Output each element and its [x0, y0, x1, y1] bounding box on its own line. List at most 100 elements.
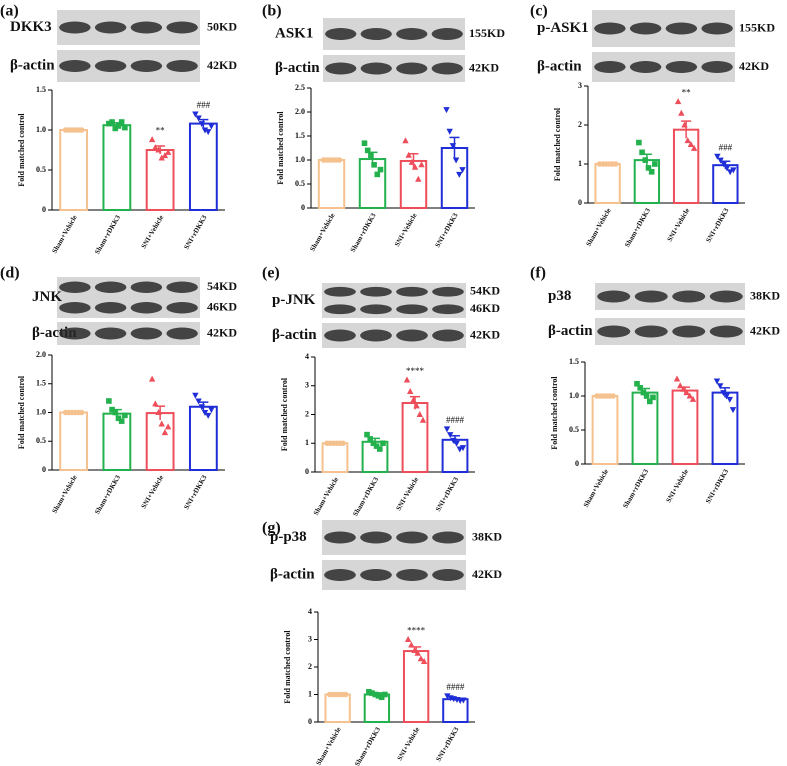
data-point — [673, 375, 681, 382]
data-point — [420, 658, 428, 664]
x-tick-label: Sham+rDKK3 — [93, 473, 122, 515]
data-point — [366, 688, 372, 695]
y-tick-label: 4 — [308, 607, 312, 616]
blot-band — [396, 304, 428, 315]
significance: ** — [156, 126, 166, 136]
data-point — [447, 432, 454, 439]
blot-label: p-JNK — [272, 292, 316, 308]
data-point — [375, 693, 382, 699]
x-tick-label: Sham+rDKK3 — [349, 211, 378, 253]
data-point — [382, 691, 388, 698]
blot-band — [324, 286, 356, 297]
data-point — [612, 161, 619, 167]
data-point — [637, 385, 643, 391]
y-tick-label: 1.0 — [36, 125, 46, 134]
bar — [711, 391, 739, 466]
data-point — [411, 647, 418, 653]
blot-band — [59, 302, 91, 314]
significance: **** — [406, 366, 425, 376]
blot-band — [324, 304, 356, 315]
y-tick-label: 1.5 — [36, 379, 46, 388]
x-tick-label: SNI+rDKK3 — [704, 206, 730, 244]
data-point — [198, 121, 205, 128]
bar — [102, 412, 132, 471]
data-point — [164, 423, 172, 430]
y-tick-label: 1.0 — [569, 391, 579, 400]
data-point — [414, 649, 421, 656]
x-tick-label: Sham+Vehicle — [582, 468, 610, 509]
blot-band — [130, 327, 163, 340]
significance: ### — [719, 142, 733, 152]
blot-size: 54KD — [207, 279, 237, 293]
blot-band — [166, 21, 198, 34]
y-tick-label: 0.5 — [295, 179, 305, 188]
panel: (e) p-JNK 54KD 46KD β-actin 42KD 0 1 2 3 4 Fold mat… — [262, 265, 500, 518]
data-point — [452, 157, 460, 164]
blot-band — [629, 61, 662, 73]
panel: (f)p38 38KD β-actin 42KD 0 0.5 1.0 1.5 Fold matc… — [530, 265, 780, 510]
data-point — [683, 389, 690, 396]
y-tick-label: 0 — [42, 205, 46, 214]
data-point — [106, 398, 112, 404]
x-tick-label: SNI+rDKK3 — [182, 473, 208, 511]
x-tick-label: SNI+Vehicle — [140, 474, 166, 510]
panel-label: (c) — [530, 3, 548, 20]
panel: (b) ASK1 155KD β-actin 42KD 0 0.5 1.0 1.5 2.0 2.5 F… — [262, 3, 505, 254]
y-tick-label: 1 — [305, 438, 309, 447]
blot-label: p-ASK1 — [537, 20, 589, 36]
data-point — [459, 167, 466, 174]
blot-band — [59, 327, 91, 340]
data-point — [377, 446, 383, 452]
data-point — [78, 409, 85, 416]
data-point — [161, 429, 169, 436]
data-point — [115, 415, 122, 422]
data-point — [378, 694, 385, 701]
x-tick-label: Sham+rDKK3 — [351, 475, 380, 517]
x-tick-label: Sham+Vehicle — [51, 474, 79, 515]
data-point — [720, 390, 727, 397]
blot-size: 155KD — [739, 20, 775, 34]
data-point — [374, 171, 381, 178]
blot-size: 42KD — [207, 325, 237, 339]
significance: #### — [446, 415, 465, 425]
bar — [631, 391, 659, 466]
blot-band — [396, 531, 428, 544]
significance: ** — [682, 88, 692, 98]
data-point — [161, 152, 169, 159]
data-point — [650, 394, 656, 401]
y-tick-label: 0.5 — [569, 425, 579, 434]
y-tick-label: 1.5 — [569, 357, 579, 366]
data-point — [148, 375, 156, 382]
x-tick-label: SNI+Vehicle — [396, 726, 422, 762]
x-tick-label: SNI+Vehicle — [665, 468, 691, 504]
data-point — [403, 376, 411, 383]
data-point — [192, 392, 199, 399]
x-tick-label: Sham+Vehicle — [51, 214, 79, 255]
blot-band — [59, 21, 91, 34]
data-point — [208, 407, 215, 414]
data-point — [122, 124, 128, 131]
data-point — [340, 440, 346, 447]
blot-band — [594, 61, 626, 73]
x-tick-label: Sham+rDKK3 — [93, 213, 122, 255]
data-point — [639, 149, 645, 156]
blot-size: 54KD — [470, 284, 500, 298]
bar — [188, 405, 218, 471]
data-point — [367, 436, 373, 442]
bar — [145, 412, 175, 472]
significance: ### — [197, 100, 211, 110]
blot-band — [94, 281, 127, 293]
x-tick-label: SNI+Vehicle — [140, 214, 166, 250]
blot-band — [130, 21, 163, 34]
blot-band — [634, 325, 668, 338]
blot-band — [324, 329, 356, 342]
blot-band — [360, 531, 392, 544]
data-point — [122, 412, 128, 419]
blot-band — [709, 290, 743, 303]
y-tick-label: 1 — [578, 159, 582, 168]
x-tick-label: SNI+rDKK3 — [434, 475, 460, 513]
y-tick-label: 3 — [578, 81, 582, 90]
panel-label: (f) — [530, 265, 546, 282]
